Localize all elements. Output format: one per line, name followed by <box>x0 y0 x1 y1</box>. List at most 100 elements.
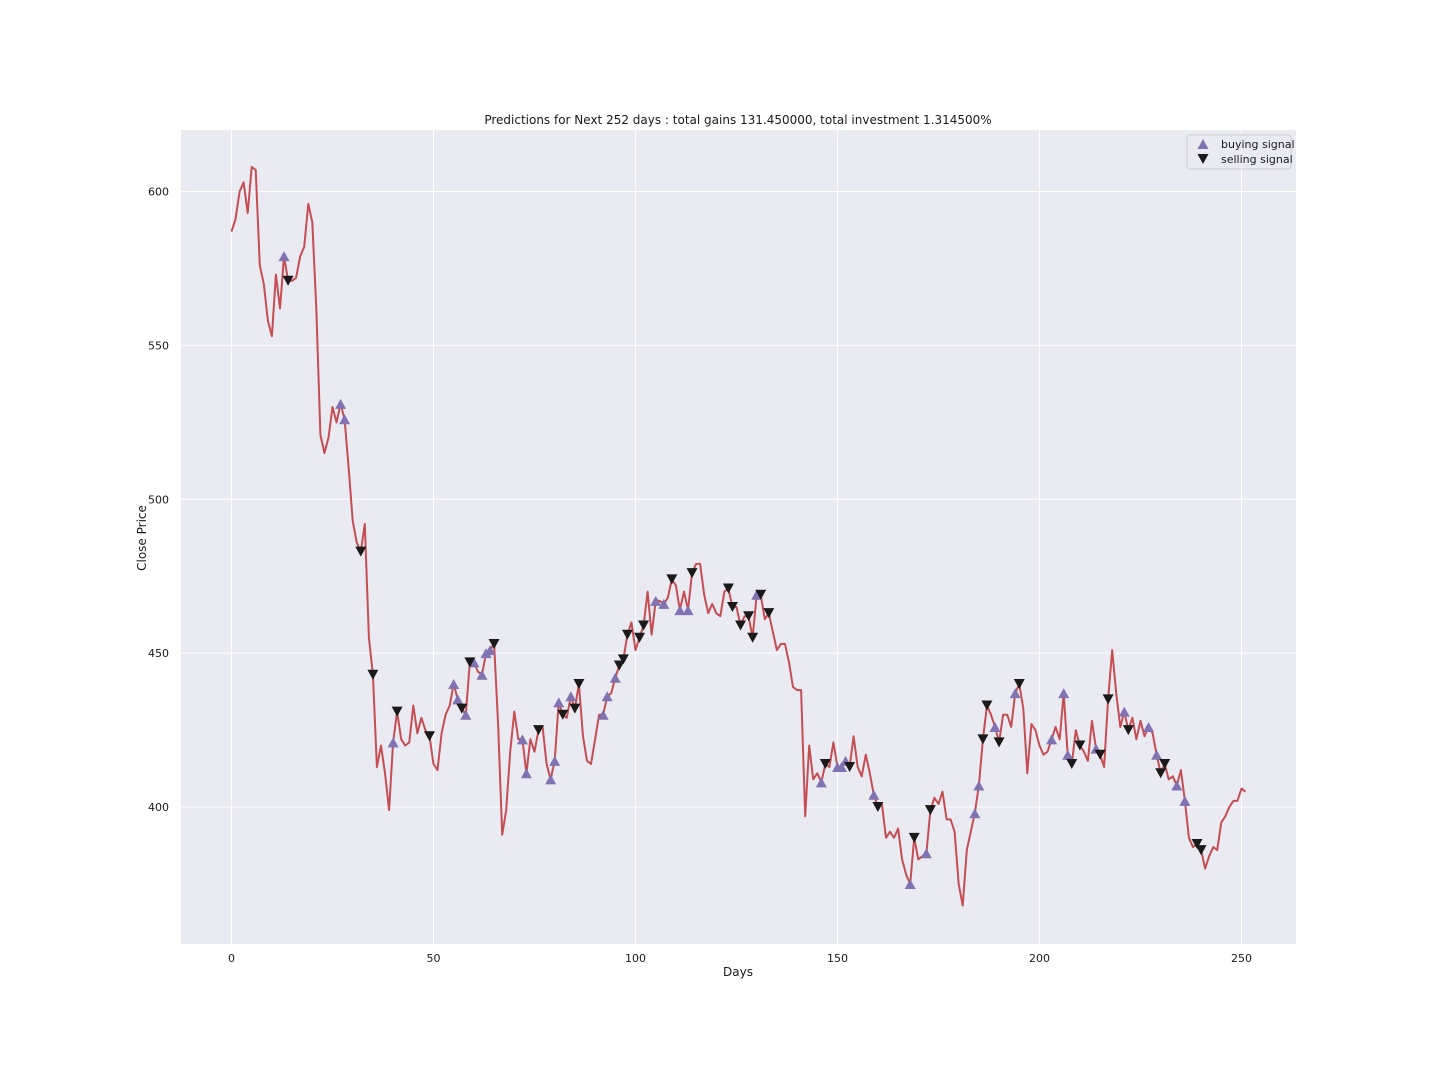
buying-signal-marker <box>904 878 916 889</box>
buying-signal-markers <box>278 251 1191 889</box>
buying-signal-marker <box>601 691 613 702</box>
buying-signal-marker <box>650 595 662 606</box>
y-axis-label: Close Price <box>135 505 149 571</box>
selling-signal-marker <box>872 802 884 813</box>
buying-signal-marker <box>484 645 496 656</box>
y-tick-label: 600 <box>148 186 169 199</box>
buying-signal-marker <box>339 414 351 425</box>
selling-signal-marker <box>573 678 585 689</box>
selling-signal-marker <box>747 632 759 643</box>
x-tick-label: 200 <box>1029 952 1050 965</box>
buying-signal-marker <box>868 789 880 800</box>
selling-signal-marker <box>1013 678 1025 689</box>
buying-signal-marker <box>682 605 694 616</box>
buying-signal-marker <box>476 669 488 680</box>
selling-signal-marker <box>617 654 629 665</box>
buying-signal-marker <box>452 694 464 705</box>
x-tick-label: 100 <box>625 952 646 965</box>
selling-signal-marker <box>456 703 468 714</box>
buying-signal-marker <box>565 691 577 702</box>
buying-signal-marker <box>1118 706 1130 717</box>
x-axis-label: Days <box>723 965 753 979</box>
x-tick-label: 50 <box>426 952 440 965</box>
buying-signal-marker <box>609 672 621 683</box>
buying-signal-marker <box>278 251 290 262</box>
buying-signal-marker <box>1143 722 1155 733</box>
buying-signal-marker <box>387 737 399 748</box>
selling-signal-marker <box>755 589 767 600</box>
tick-labels: 0 50 100 150 200 250 400 450 500 550 600 <box>148 186 1252 965</box>
buying-signal-marker <box>516 734 528 745</box>
x-tick-label: 150 <box>827 952 848 965</box>
buying-signal-marker <box>448 678 460 689</box>
selling-signal-marker <box>981 700 993 711</box>
buying-signal-marker <box>545 774 557 785</box>
price-line-group <box>230 165 1247 907</box>
selling-signal-marker <box>1155 768 1167 779</box>
chart-title: Predictions for Next 252 days : total ga… <box>484 113 991 127</box>
y-tick-label: 450 <box>148 647 169 660</box>
selling-signal-marker <box>993 737 1005 748</box>
selling-signal-marker <box>844 762 856 773</box>
buying-signal-marker <box>989 722 1001 733</box>
selling-signal-marker <box>1191 838 1203 849</box>
buying-signal-marker <box>335 398 347 409</box>
buying-signal-marker <box>1062 749 1074 760</box>
selling-signal-marker <box>638 620 650 631</box>
selling-signal-marker <box>1122 725 1134 736</box>
legend-buy-marker-icon <box>1197 139 1209 149</box>
selling-signal-marker <box>464 657 476 668</box>
buying-signal-marker <box>658 598 670 609</box>
selling-signal-marker <box>621 629 633 640</box>
buying-signal-marker <box>969 808 981 819</box>
buying-signal-marker <box>553 697 565 708</box>
x-tick-label: 250 <box>1231 952 1252 965</box>
selling-signal-marker <box>355 546 367 557</box>
buying-signal-marker <box>973 780 985 791</box>
y-tick-label: 550 <box>148 339 169 352</box>
close-price-line <box>230 165 1247 907</box>
selling-signal-marker <box>977 734 989 745</box>
selling-signal-marker <box>1159 758 1171 769</box>
grid <box>181 130 1296 944</box>
selling-signal-marker <box>423 731 435 742</box>
selling-signal-marker <box>1074 740 1086 751</box>
buying-signal-marker <box>520 768 532 779</box>
selling-signal-marker <box>726 602 738 613</box>
buying-signal-marker <box>815 777 827 788</box>
selling-signal-marker <box>1195 845 1207 856</box>
buying-signal-marker <box>1058 688 1070 699</box>
buying-signal-marker <box>1009 688 1021 699</box>
selling-signal-marker <box>1102 694 1114 705</box>
selling-signal-marker <box>533 725 545 736</box>
selling-signal-marker <box>722 583 734 594</box>
buying-signal-marker <box>674 605 686 616</box>
buying-signal-marker <box>1171 780 1183 791</box>
selling-signal-marker <box>735 620 747 631</box>
buying-signal-marker <box>920 848 932 859</box>
selling-signal-marker <box>1066 758 1078 769</box>
legend-sell-marker-icon <box>1197 154 1209 164</box>
selling-signal-marker <box>1094 749 1106 760</box>
selling-signal-marker <box>763 608 775 619</box>
selling-signal-marker <box>391 706 403 717</box>
buying-signal-marker <box>1046 734 1058 745</box>
selling-signal-marker <box>557 709 569 720</box>
buying-signal-marker <box>836 762 848 773</box>
selling-signal-marker <box>743 611 755 622</box>
y-tick-label: 400 <box>148 801 169 814</box>
buying-signal-marker <box>1151 749 1163 760</box>
selling-signal-markers <box>282 275 1207 856</box>
selling-signal-marker <box>488 638 500 649</box>
selling-signal-marker <box>367 669 379 680</box>
selling-signal-marker <box>666 574 678 585</box>
buying-signal-marker <box>460 709 472 720</box>
selling-signal-marker <box>924 805 936 816</box>
y-tick-label: 500 <box>148 493 169 506</box>
legend-sell-label: selling signal <box>1221 153 1293 166</box>
buying-signal-marker <box>549 755 561 766</box>
x-tick-label: 0 <box>228 952 235 965</box>
selling-signal-marker <box>569 703 581 714</box>
legend-box <box>1186 134 1292 170</box>
